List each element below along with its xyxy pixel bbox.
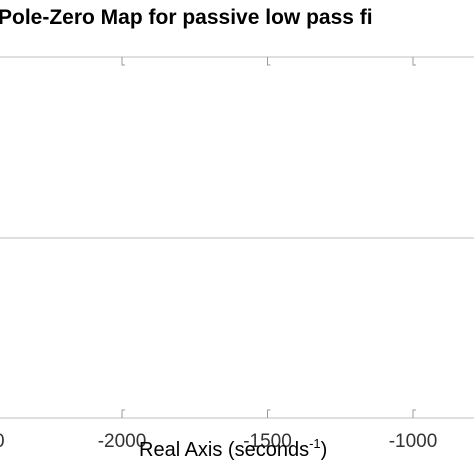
x-axis-label-main: Real Axis (seconds bbox=[139, 439, 309, 461]
x-tick-bottom bbox=[267, 409, 271, 418]
x-tick-top bbox=[412, 57, 416, 66]
x-tick-label: -1500 bbox=[243, 431, 292, 452]
x-axis-label-exponent: -1 bbox=[309, 436, 321, 451]
x-tick-labels: -2000 -1500 -1000 bbox=[98, 431, 438, 452]
x-axis-ticks bbox=[121, 57, 416, 418]
plot-area bbox=[0, 56, 474, 419]
x-tick-top bbox=[121, 57, 125, 66]
x-tick-top bbox=[267, 57, 271, 66]
x-tick-bottom bbox=[121, 409, 125, 418]
x-tick-label: -1000 bbox=[389, 431, 438, 452]
x-tick-label-left-edge: 0 bbox=[0, 431, 5, 452]
chart-title: Pole-Zero Map for passive low pass fi bbox=[0, 6, 373, 29]
x-axis-label: Real Axis (seconds-1) bbox=[139, 436, 327, 461]
x-tick-bottom bbox=[412, 409, 416, 418]
x-tick-label: -2000 bbox=[98, 431, 147, 452]
x-axis-label-close: ) bbox=[321, 439, 328, 461]
